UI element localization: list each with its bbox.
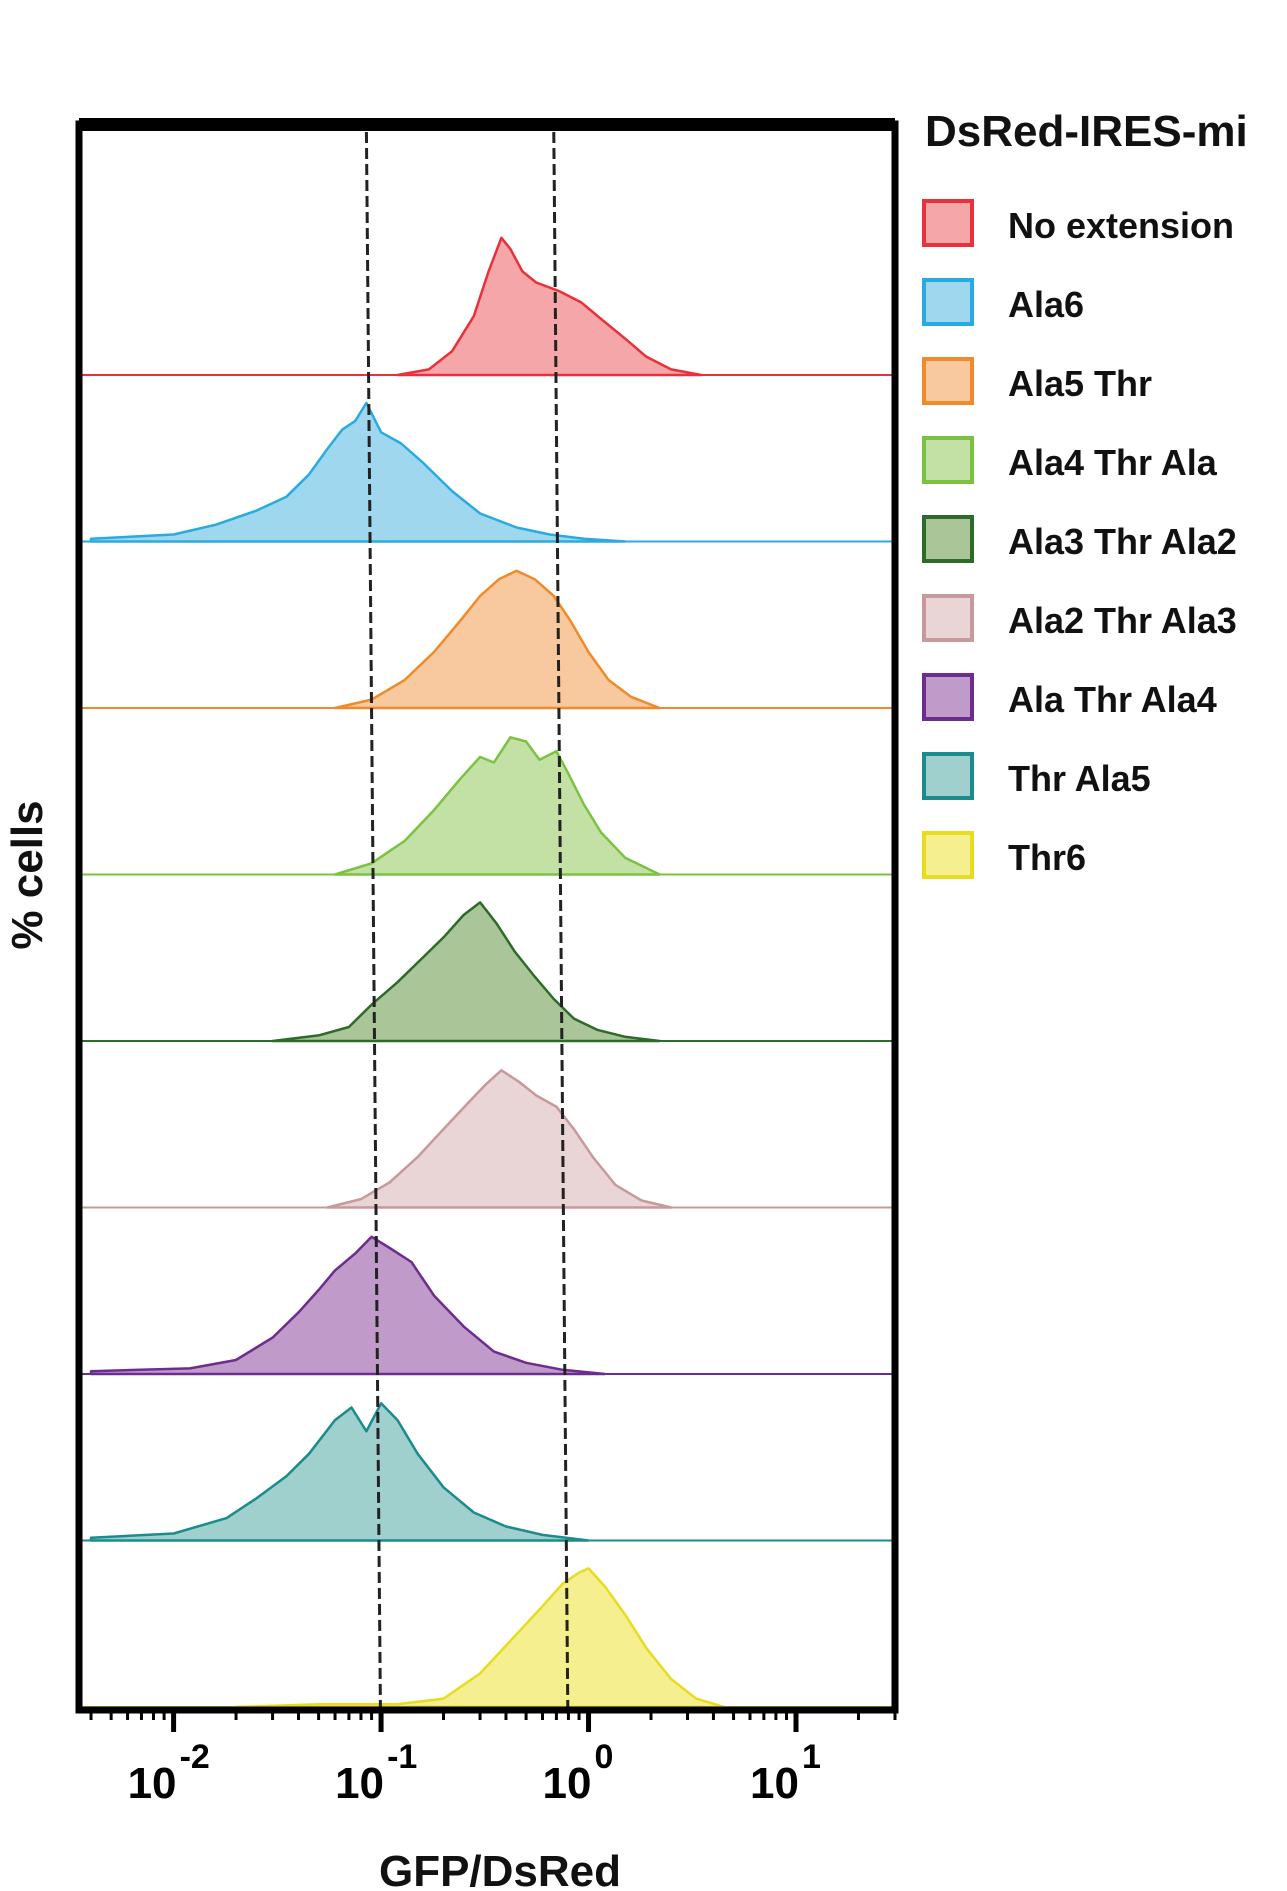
reference-line-2 — [552, 131, 570, 1709]
legend-item: Thr6 — [922, 831, 1086, 879]
legend: No extension Ala6 Ala5 Thr Ala4 Thr Ala Ala3… — [922, 199, 1237, 879]
x-tick-label: 100 — [543, 1738, 614, 1808]
x-tick-base: 10 — [335, 1759, 384, 1808]
x-tick-exponent: -1 — [387, 1738, 417, 1776]
series-area — [89, 1402, 590, 1542]
reference-line-1 — [364, 131, 382, 1709]
legend-swatch — [922, 673, 974, 721]
legend-item: Ala3 Thr Ala2 — [922, 515, 1237, 563]
legend-label: Ala5 Thr — [1008, 363, 1152, 404]
legend-swatch — [922, 515, 974, 563]
legend-item: Thr Ala5 — [922, 752, 1151, 800]
series-area — [271, 901, 661, 1043]
legend-item: Ala Thr Ala4 — [922, 673, 1217, 721]
series-2 — [79, 401, 895, 543]
legend-swatch — [922, 199, 974, 247]
series-7 — [79, 1235, 895, 1376]
series-area — [89, 401, 627, 543]
series-8 — [79, 1402, 895, 1542]
legend-item: Ala5 Thr — [922, 357, 1152, 405]
legend-label: Ala3 Thr Ala2 — [1008, 521, 1237, 562]
legend-swatch — [922, 278, 974, 326]
x-axis-label: GFP/DsRed — [379, 1847, 621, 1891]
x-tick-label: 101 — [750, 1738, 821, 1808]
x-tick-label: 10-1 — [335, 1738, 417, 1808]
legend-item: Ala2 Thr Ala3 — [922, 594, 1237, 642]
legend-item: Ala6 — [922, 278, 1084, 326]
x-tick-exponent: 0 — [595, 1738, 614, 1776]
series-area — [333, 736, 661, 876]
legend-swatch — [922, 594, 974, 642]
legend-label: Ala4 Thr Ala — [1008, 442, 1218, 483]
y-axis-label: % cells — [3, 800, 52, 949]
legend-title: DsRed-IRES-mi — [925, 107, 1248, 156]
legend-label: Ala2 Thr Ala3 — [1008, 600, 1237, 641]
legend-swatch — [922, 357, 974, 405]
series-area — [333, 569, 661, 710]
series-5 — [79, 901, 895, 1043]
series-4 — [79, 736, 895, 876]
legend-swatch — [922, 831, 974, 879]
series-6 — [79, 1069, 895, 1209]
x-tick-base: 10 — [128, 1759, 177, 1808]
legend-label: Thr6 — [1008, 837, 1086, 878]
series-area — [89, 1235, 607, 1376]
x-tick-exponent: 1 — [802, 1738, 821, 1776]
x-tick-base: 10 — [750, 1759, 799, 1808]
series-area — [325, 1069, 673, 1209]
legend-label: No extension — [1008, 205, 1234, 246]
legend-label: Ala6 — [1008, 284, 1084, 325]
legend-swatch — [922, 752, 974, 800]
series-area — [396, 236, 703, 377]
x-tick-exponent: -2 — [180, 1738, 210, 1776]
x-tick-base: 10 — [543, 1759, 592, 1808]
legend-item: No extension — [922, 199, 1234, 247]
x-tick-label: 10-2 — [128, 1738, 210, 1808]
series-area — [234, 1567, 726, 1709]
legend-label: Ala Thr Ala4 — [1008, 679, 1217, 720]
series-3 — [79, 569, 895, 710]
plot-top-border — [79, 118, 895, 131]
legend-label: Thr Ala5 — [1008, 758, 1151, 799]
series-1 — [79, 236, 895, 377]
legend-item: Ala4 Thr Ala — [922, 436, 1218, 484]
reference-lines — [364, 131, 570, 1709]
legend-swatch — [922, 436, 974, 484]
